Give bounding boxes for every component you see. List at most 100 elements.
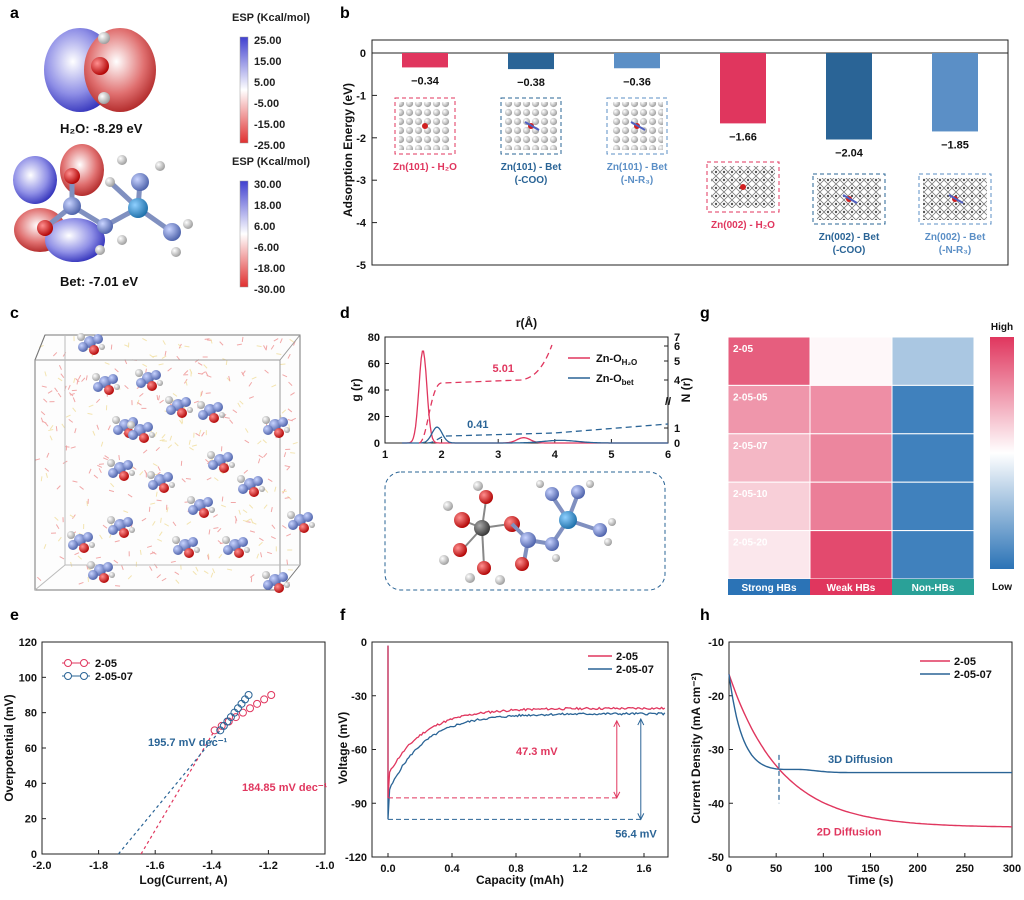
panel-label-h: h [700, 607, 710, 624]
y-tick-label: -30 [708, 745, 724, 757]
data-point [233, 704, 242, 713]
y-tick-label: -20 [708, 691, 724, 703]
legend-label: 2-05 [954, 656, 976, 668]
betaine-molecule-icon [237, 475, 265, 497]
betaine-icon [842, 194, 858, 204]
annotation-47-3: 47.3 mV [516, 746, 558, 758]
colorbar-high-label: High [991, 322, 1013, 333]
heatmap-cell [809, 433, 893, 483]
heatmap-cell [809, 336, 893, 386]
colorbar-low-label: Low [992, 582, 1012, 593]
betaine-molecule-icon [165, 396, 193, 418]
panel-label-a: a [10, 5, 19, 22]
category-label: Zn(002) - H₂O [711, 220, 775, 231]
esp-ticks-2: 30.00 18.00 6.00 -6.00 -18.00 -30.00 [254, 179, 285, 296]
panel-b-frame [371, 39, 1009, 266]
panel-label-f: f [340, 607, 346, 624]
y-tick-label: -30 [351, 691, 367, 703]
x-tick-label: 0 [726, 863, 732, 875]
esp-colorbar-1 [239, 36, 249, 144]
x-tick-label: 1.2 [572, 863, 587, 875]
bar-value-label: −0.36 [623, 76, 651, 88]
betaine-molecule-icon [262, 416, 290, 438]
y2-tick-label: 1 [674, 423, 680, 435]
panel-e-tafel-chart: -2.0 -1.8 -1.6 -1.4 -1.2 -1.0 0 20 40 60 80 100 120 L… [2, 637, 334, 887]
slope-label-2-05-07: 195.7 mV dec⁻¹ [148, 737, 228, 749]
y2-tick-label: 6 [674, 341, 680, 353]
x-tick-label: 6 [665, 449, 671, 461]
y-axis-label: Current Density (mA cm⁻²) [689, 672, 703, 823]
chart-title: r(Å) [516, 315, 537, 330]
category-label: (-COO) [833, 245, 866, 256]
betaine-molecule-icon [87, 561, 115, 583]
betaine-molecule-icon [77, 333, 105, 355]
heatmap-cell [891, 433, 975, 483]
esp-tick-label: 18.00 [254, 200, 282, 212]
bar [508, 53, 554, 70]
y-tick-label: -60 [351, 745, 367, 757]
x-tick-label: 1 [382, 449, 388, 461]
axis-break-icon: // [665, 396, 671, 408]
x-tick-label: 3 [495, 449, 501, 461]
betaine-molecule-icon [207, 451, 235, 473]
overpotential-arrow-2-05-07-head [637, 717, 645, 726]
bar [720, 53, 766, 124]
data-point [210, 726, 219, 735]
legend-label: Zn-OH₂O [596, 353, 637, 367]
heatmap-cell [809, 384, 893, 435]
slope-label-2-05: 184.85 mV dec⁻¹ [242, 782, 328, 794]
annotation-cn-h2o: 5.01 [493, 363, 514, 375]
legend-label: 2-05-07 [616, 664, 654, 676]
betaine-molecule-icon [135, 369, 163, 391]
x-tick-label: 1.6 [636, 863, 651, 875]
y-axis-label: Voltage (mV) [336, 712, 350, 784]
y2-tick-label: 4 [674, 375, 681, 387]
esp-tick-label: 15.00 [254, 56, 282, 68]
y-tick-label: -10 [708, 637, 724, 649]
heatmap-row-label: 2-05 [733, 344, 753, 355]
y-tick-label: -5 [356, 260, 366, 272]
bar [932, 53, 978, 132]
series-line-2-05 [728, 674, 1012, 828]
x-tick-label: -1.6 [146, 860, 165, 872]
category-label: Zn(101) - H₂O [393, 162, 457, 173]
bar [826, 53, 872, 140]
heatmap-cell [727, 336, 811, 386]
bar [614, 53, 660, 69]
x-tick-label: 150 [861, 863, 879, 875]
y-tick-label: -120 [345, 852, 367, 864]
y-tick-label: 60 [25, 743, 37, 755]
bar-value-label: −1.66 [729, 131, 757, 143]
annotation-56-4: 56.4 mV [615, 828, 657, 840]
esp-colorbar-2 [239, 180, 249, 288]
y-axis-label: Adsorption Energy (eV) [341, 83, 355, 217]
x-tick-label: 0.4 [444, 863, 460, 875]
bet-orbital-illustration [13, 144, 193, 262]
x-tick-label: 100 [814, 863, 832, 875]
x-tick-label: -1.0 [316, 860, 335, 872]
data-point [238, 708, 247, 717]
panel-label-b: b [340, 5, 350, 22]
panel-label-c: c [10, 305, 19, 322]
y-axis-label-right: N (r) [679, 378, 693, 403]
esp-title-1: ESP (Kcal/mol) [232, 12, 310, 24]
heatmap-column-header [810, 579, 892, 595]
heatmap-cell [727, 433, 811, 483]
esp-title-2: ESP (Kcal/mol) [232, 156, 310, 168]
y-axis-label: Overpotential (mV) [2, 694, 16, 801]
esp-tick-label: -15.00 [254, 119, 285, 131]
esp-ticks-1: 25.00 15.00 5.00 -5.00 -15.00 -25.00 [254, 35, 285, 152]
heatmap-cell [891, 384, 975, 435]
adsorbate-icon [422, 123, 428, 129]
panel-label-g: g [700, 305, 710, 322]
y-tick-label: 0 [374, 438, 380, 450]
y-tick-label: -90 [351, 798, 367, 810]
overpotential-arrow-2-05-head [613, 791, 621, 799]
heatmap-cell [891, 530, 975, 580]
y-tick-label: 80 [25, 708, 37, 720]
x-tick-label: 5 [608, 449, 614, 461]
series-line-2-05-07 [387, 645, 666, 820]
fit-line [117, 729, 221, 855]
y-tick-label: -2 [356, 133, 366, 145]
annotation-3d-diffusion: 3D Diffusion [828, 754, 893, 766]
